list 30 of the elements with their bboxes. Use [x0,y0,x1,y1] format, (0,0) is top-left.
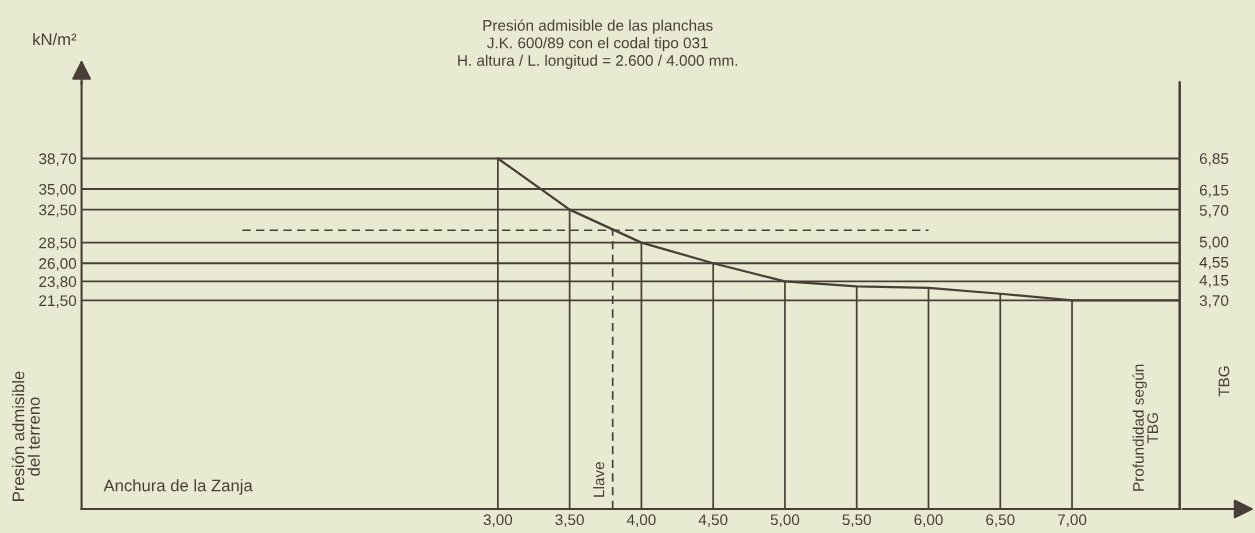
y2-tick-label: 3,70 [1199,295,1229,308]
chart-title: Presión admisible de las planchas J.K. 600/89 con el codal tipo 031 H. altura / L. longitud = 2.600 / 4.000 mm. [458,19,738,69]
y2-tick-label: 6,15 [1199,184,1229,198]
y-tick-label: 26,00 [39,258,77,271]
x-tick-label: 6,00 [914,514,943,527]
y-tick-label: 28,50 [39,237,77,251]
y-tick-label: 21,50 [39,295,77,308]
y-tick-label: 23,80 [39,276,77,289]
annotation: Profundidad según TBG [1132,364,1159,491]
y2-tick-label: 6,85 [1199,153,1229,166]
x-tick-label: 7,00 [1057,514,1087,527]
y2-axis-title: TBG [1218,366,1230,397]
y2-tick-label: 5,70 [1199,205,1229,218]
y-tick-label: 35,00 [39,183,77,197]
x-tick-label: 5,00 [770,514,800,527]
x-tick-label: 3,00 [483,514,513,527]
x-tick-label: 3,50 [555,514,584,527]
x-axis-title: Anchura de la Zanja [103,479,253,495]
y-tick-label: 32,50 [39,204,77,218]
y2-tick-label: 4,15 [1199,275,1229,288]
y-axis-title: Presión admisible del terreno [11,371,40,501]
x-tick-label: 4,00 [626,514,656,527]
annotation: Llave [593,462,605,497]
y-tick-label: 38,70 [39,153,77,166]
x-tick-label: 4,50 [698,514,728,527]
y2-tick-label: 4,55 [1199,257,1229,270]
x-tick-label: 6,50 [986,514,1015,527]
x-tick-label: 5,50 [842,514,871,527]
y2-tick-label: 5,00 [1199,236,1229,250]
text: kN/m² [33,32,77,46]
